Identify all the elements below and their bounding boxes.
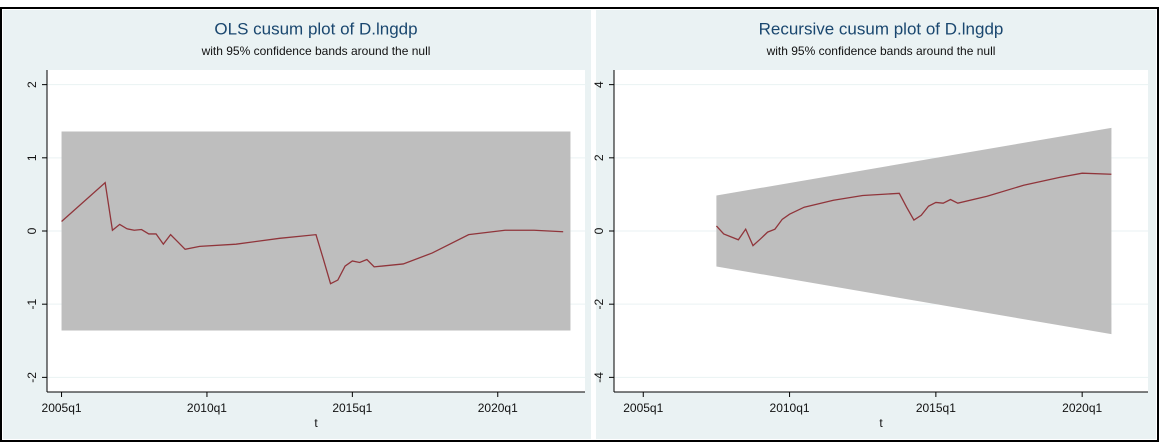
cusum-line: [715, 172, 1112, 247]
chart-subtitle: with 95% confidence bands around the nul…: [766, 44, 996, 58]
x-tick-label: 2015q1: [332, 401, 372, 415]
y-tick-label: 0: [592, 227, 606, 234]
x-tick-label: 2015q1: [916, 401, 956, 415]
y-tick-label: 2: [25, 81, 39, 88]
y-tick-label: 2: [592, 154, 606, 161]
cusum-line: [61, 181, 564, 285]
confidence-band: [716, 127, 1112, 335]
x-tick-label: 2020q1: [1062, 401, 1102, 415]
y-tick-label: -1: [25, 299, 39, 310]
chart-title: Recursive cusum plot of D.lngdp: [759, 19, 1004, 38]
x-axis-label: t: [314, 416, 318, 430]
chart-subtitle: with 95% confidence bands around the nul…: [201, 44, 431, 58]
x-tick-label: 2020q1: [478, 401, 518, 415]
chart-title: OLS cusum plot of D.lngdp: [214, 19, 417, 38]
y-tick-label: 4: [592, 81, 606, 88]
confidence-band: [61, 131, 571, 331]
y-tick-label: -2: [592, 299, 606, 310]
y-tick-label: -2: [25, 372, 39, 383]
x-axis-label: t: [879, 416, 883, 430]
x-tick-label: 2005q1: [42, 401, 82, 415]
y-tick-label: -4: [592, 372, 606, 383]
y-tick-label: 1: [25, 154, 39, 161]
x-tick-label: 2010q1: [187, 401, 227, 415]
x-tick-label: 2010q1: [770, 401, 810, 415]
y-tick-label: 0: [25, 227, 39, 234]
x-tick-label: 2005q1: [623, 401, 663, 415]
